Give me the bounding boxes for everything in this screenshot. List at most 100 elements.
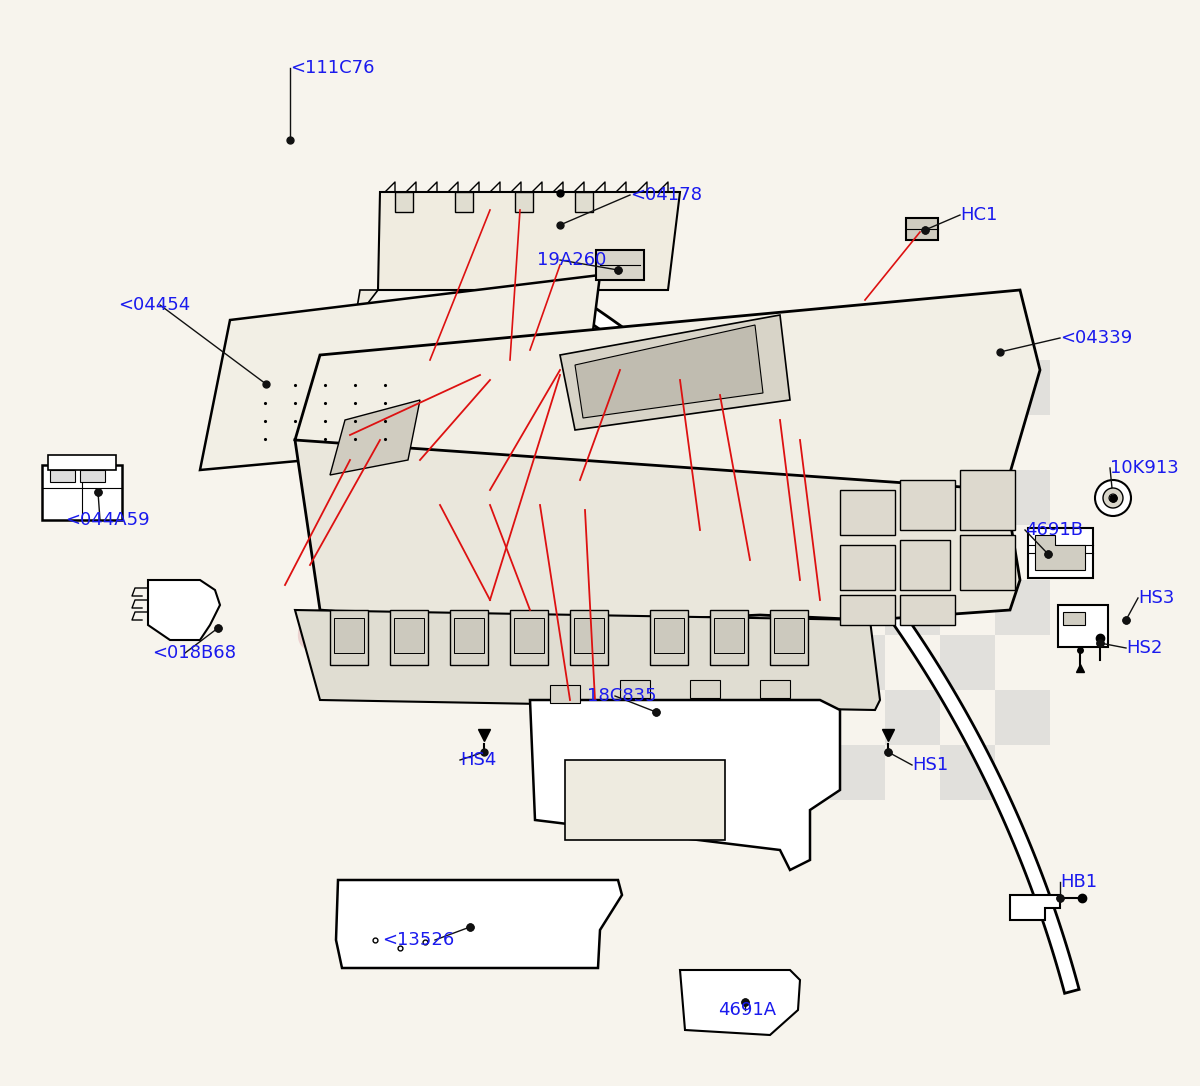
Text: HS3: HS3 xyxy=(1138,589,1175,607)
Bar xyxy=(550,685,580,703)
Bar xyxy=(48,455,116,470)
Bar xyxy=(665,470,720,525)
Bar xyxy=(830,635,886,690)
Polygon shape xyxy=(148,580,220,640)
Polygon shape xyxy=(295,290,1040,505)
Circle shape xyxy=(1109,494,1117,502)
Bar xyxy=(900,480,955,530)
Bar xyxy=(720,415,775,470)
Bar xyxy=(596,250,644,280)
Polygon shape xyxy=(355,290,378,320)
Polygon shape xyxy=(575,325,763,418)
Bar xyxy=(840,545,895,590)
Text: <04339: <04339 xyxy=(1060,329,1133,348)
Bar xyxy=(840,595,895,626)
Text: scuderia: scuderia xyxy=(330,477,965,604)
Bar xyxy=(450,610,488,665)
Polygon shape xyxy=(295,440,1020,620)
Bar xyxy=(760,680,790,698)
Text: HB1: HB1 xyxy=(1060,873,1097,891)
Bar xyxy=(775,470,830,525)
Text: <018B68: <018B68 xyxy=(152,644,236,662)
Bar xyxy=(710,610,748,665)
Bar xyxy=(334,618,364,653)
Bar xyxy=(665,359,720,415)
Bar xyxy=(665,690,720,745)
Bar xyxy=(840,490,895,535)
Bar xyxy=(775,690,830,745)
Bar xyxy=(960,535,1015,590)
Text: <044A59: <044A59 xyxy=(65,512,150,529)
Bar xyxy=(515,192,533,212)
Bar xyxy=(886,580,940,635)
Bar xyxy=(690,680,720,698)
Text: 19A260: 19A260 xyxy=(538,251,606,269)
Bar xyxy=(80,470,106,482)
Bar xyxy=(995,690,1050,745)
Bar xyxy=(395,192,413,212)
Bar xyxy=(886,690,940,745)
Bar xyxy=(394,618,424,653)
Bar xyxy=(575,192,593,212)
Polygon shape xyxy=(1063,613,1085,626)
Bar xyxy=(995,359,1050,415)
Bar xyxy=(665,580,720,635)
Polygon shape xyxy=(548,282,1079,994)
Bar xyxy=(455,192,473,212)
Text: <111C76: <111C76 xyxy=(290,59,374,77)
Circle shape xyxy=(1096,480,1132,516)
Bar xyxy=(830,525,886,580)
Bar xyxy=(42,465,122,520)
Bar xyxy=(775,580,830,635)
Bar xyxy=(886,470,940,525)
Polygon shape xyxy=(530,700,840,870)
Bar xyxy=(654,618,684,653)
Bar xyxy=(1058,605,1108,647)
Polygon shape xyxy=(336,880,622,968)
Polygon shape xyxy=(295,610,880,710)
Bar xyxy=(620,680,650,698)
Bar xyxy=(940,415,995,470)
Bar xyxy=(514,618,544,653)
Polygon shape xyxy=(1034,535,1085,570)
Bar xyxy=(830,415,886,470)
Text: 10K913: 10K913 xyxy=(1110,459,1178,477)
Text: 4691A: 4691A xyxy=(718,1001,776,1019)
Polygon shape xyxy=(560,315,790,430)
Text: 18C835: 18C835 xyxy=(587,687,656,705)
Bar xyxy=(570,610,608,665)
Text: <13526: <13526 xyxy=(382,931,455,949)
Bar xyxy=(714,618,744,653)
Bar xyxy=(940,745,995,800)
Bar xyxy=(720,635,775,690)
Bar xyxy=(830,745,886,800)
Bar xyxy=(900,540,950,590)
Bar xyxy=(720,525,775,580)
Bar xyxy=(995,470,1050,525)
Polygon shape xyxy=(378,192,680,290)
Text: <04178: <04178 xyxy=(630,186,702,204)
Bar xyxy=(774,618,804,653)
Bar xyxy=(886,359,940,415)
Bar xyxy=(900,595,955,626)
Text: HS4: HS4 xyxy=(460,752,497,769)
Polygon shape xyxy=(200,275,600,470)
Bar xyxy=(995,580,1050,635)
Polygon shape xyxy=(1010,895,1060,920)
Bar xyxy=(574,618,604,653)
Bar xyxy=(906,218,938,240)
Text: <04454: <04454 xyxy=(118,296,191,314)
Bar xyxy=(940,525,995,580)
Bar xyxy=(390,610,428,665)
Circle shape xyxy=(1103,488,1123,508)
Bar xyxy=(510,610,548,665)
Bar xyxy=(770,610,808,665)
Bar xyxy=(330,610,368,665)
Bar xyxy=(940,635,995,690)
Polygon shape xyxy=(680,970,800,1035)
Bar xyxy=(720,745,775,800)
Bar xyxy=(454,618,484,653)
Text: HS1: HS1 xyxy=(912,756,948,774)
Polygon shape xyxy=(330,400,420,475)
Text: car parts: car parts xyxy=(295,593,682,667)
